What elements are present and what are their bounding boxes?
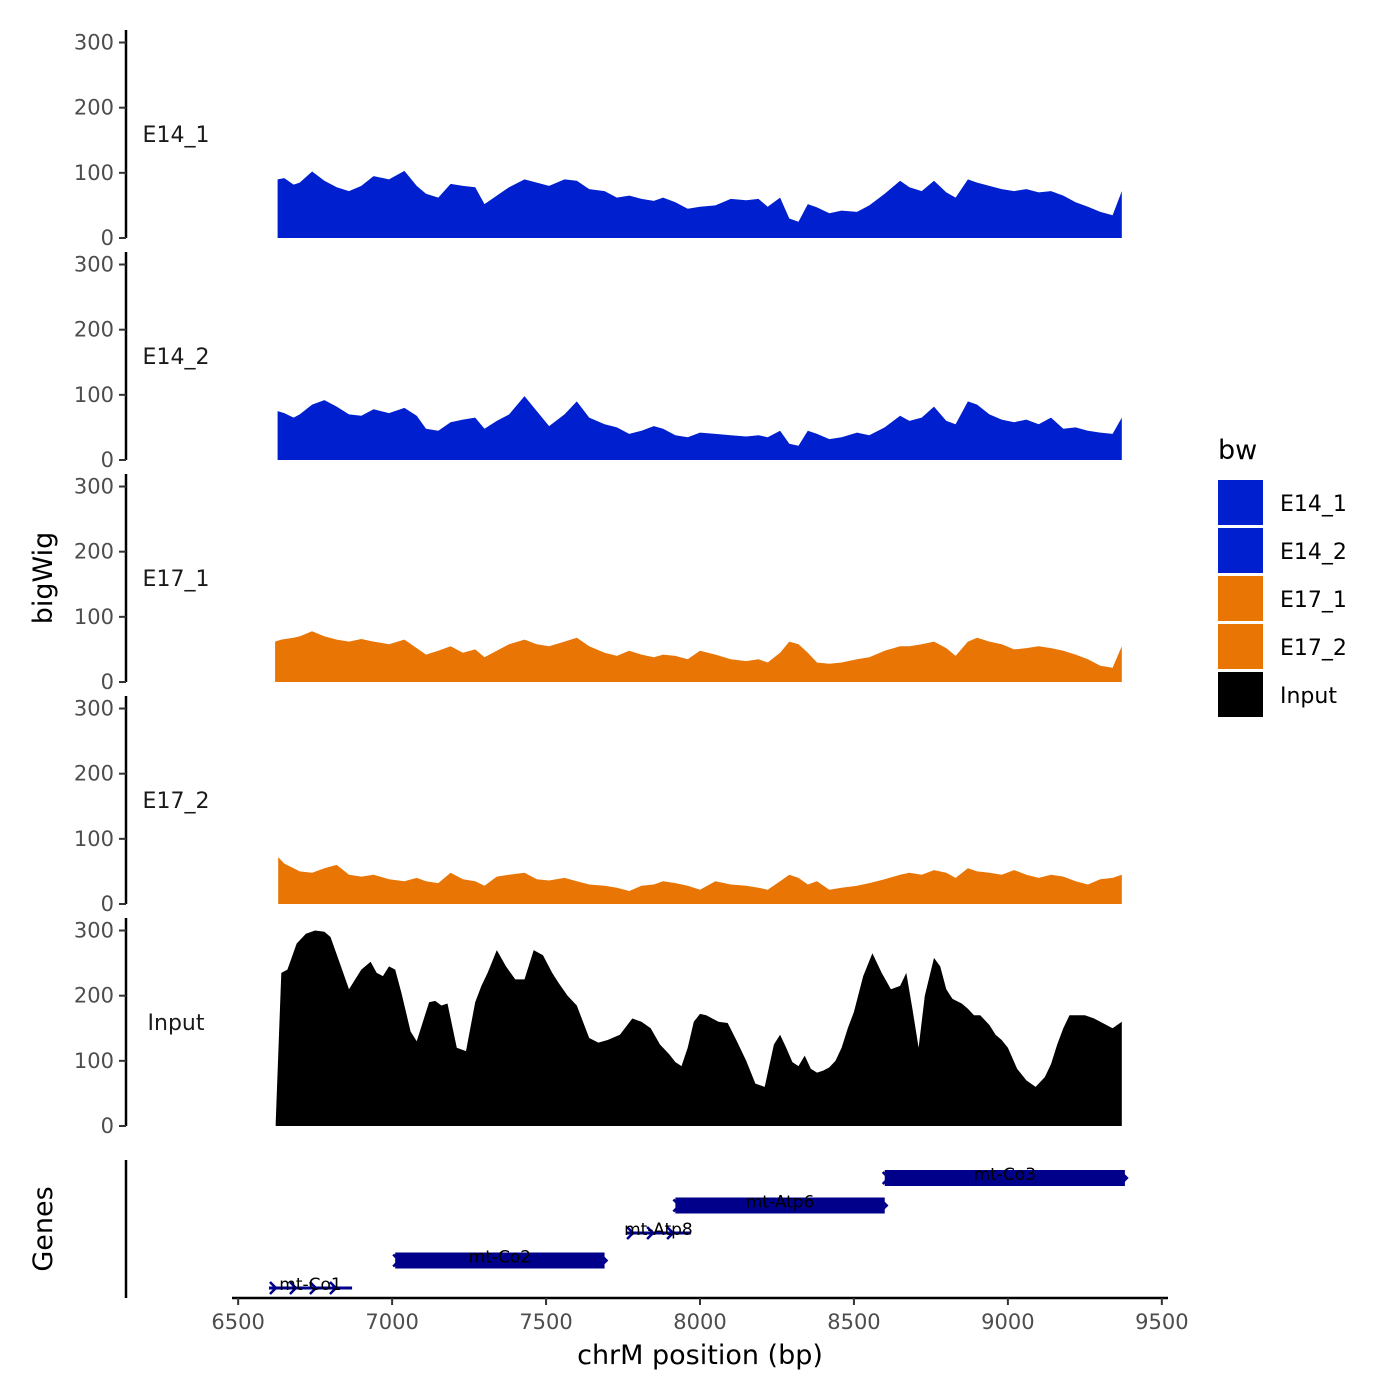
y-tick-label: 0	[101, 226, 114, 250]
strand-chevron	[672, 1198, 682, 1213]
y-tick-label: 0	[101, 448, 114, 472]
gene-label: mt-Co3	[974, 1165, 1036, 1185]
strand-chevron	[884, 1171, 894, 1185]
legend-key-e17-1	[1218, 576, 1263, 621]
y-tick-label: 0	[101, 892, 114, 916]
strand-chevron	[392, 1253, 401, 1268]
x-tick-label: 7000	[365, 1310, 418, 1334]
gene-mt-co3-bar	[884, 1170, 1125, 1186]
strand-chevron	[1120, 1171, 1129, 1185]
strand-chevron	[289, 1281, 298, 1295]
strand-chevron	[329, 1281, 338, 1295]
legend-label: E17_1	[1280, 588, 1347, 613]
strand-chevron	[666, 1226, 675, 1240]
x-tick-label: 8000	[673, 1310, 726, 1334]
panel-label: Input	[148, 1011, 205, 1036]
y-tick-label: 300	[74, 697, 114, 721]
y-tick-label: 300	[74, 31, 114, 55]
y-axis-title: bigWig	[28, 532, 59, 625]
x-tick-label: 7500	[519, 1310, 572, 1334]
legend-label: Input	[1280, 684, 1337, 709]
legend-key-e14-2	[1218, 528, 1263, 573]
x-tick-label: 8500	[827, 1310, 880, 1334]
strand-chevron	[269, 1281, 278, 1295]
y-tick-label: 300	[74, 475, 114, 499]
y-tick-label: 200	[74, 540, 114, 564]
area-e17-1	[275, 631, 1122, 682]
panel-label: E17_2	[143, 789, 210, 814]
strand-chevron	[626, 1226, 635, 1240]
y-tick-label: 300	[74, 919, 114, 943]
legend-label: E17_2	[1280, 636, 1347, 661]
gene-label: mt-Co1	[279, 1275, 341, 1295]
gene-mt-atp6-bar	[675, 1197, 885, 1214]
y-tick-label: 100	[74, 383, 114, 407]
x-tick-label: 6500	[211, 1310, 264, 1334]
strand-chevron	[646, 1226, 655, 1240]
legend-label: E14_1	[1280, 492, 1347, 517]
gene-label: mt-Atp6	[746, 1193, 815, 1213]
area-e17-2	[278, 857, 1122, 904]
panel-label: E14_1	[143, 123, 210, 148]
strand-chevron	[879, 1198, 889, 1213]
area-e14-1	[277, 170, 1122, 238]
strand-chevron	[309, 1281, 318, 1295]
y-tick-label: 100	[74, 1049, 114, 1073]
strand-chevron	[395, 1253, 404, 1268]
gene-label: mt-Atp8	[624, 1220, 693, 1240]
strand-chevron	[881, 1171, 891, 1185]
y-tick-label: 100	[74, 605, 114, 629]
x-axis-title: chrM position (bp)	[577, 1340, 823, 1371]
y-tick-label: 200	[74, 762, 114, 786]
y-tick-label: 100	[74, 827, 114, 851]
y-tick-label: 200	[74, 984, 114, 1008]
legend-key-input	[1218, 672, 1263, 717]
y-tick-label: 200	[74, 318, 114, 342]
strand-chevron	[599, 1253, 609, 1268]
panel-label: E14_2	[143, 345, 210, 370]
y-tick-label: 0	[101, 670, 114, 694]
y-tick-label: 100	[74, 161, 114, 185]
gene-mt-co2-bar	[395, 1252, 605, 1269]
area-e14-2	[277, 396, 1122, 460]
x-tick-label: 9500	[1135, 1310, 1188, 1334]
area-input	[275, 930, 1122, 1126]
x-tick-label: 9000	[981, 1310, 1034, 1334]
strand-chevron	[675, 1198, 685, 1213]
gene-label: mt-Co2	[469, 1248, 531, 1268]
panel-label: E17_1	[143, 567, 210, 592]
legend-key-e14-1	[1218, 480, 1263, 525]
y-tick-label: 200	[74, 96, 114, 120]
legend-title: bw	[1218, 435, 1257, 466]
legend-key-e17-2	[1218, 624, 1263, 669]
legend-label: E14_2	[1280, 540, 1347, 565]
gene-track-label: Genes	[28, 1186, 59, 1271]
y-tick-label: 300	[74, 253, 114, 277]
y-tick-label: 0	[101, 1114, 114, 1138]
